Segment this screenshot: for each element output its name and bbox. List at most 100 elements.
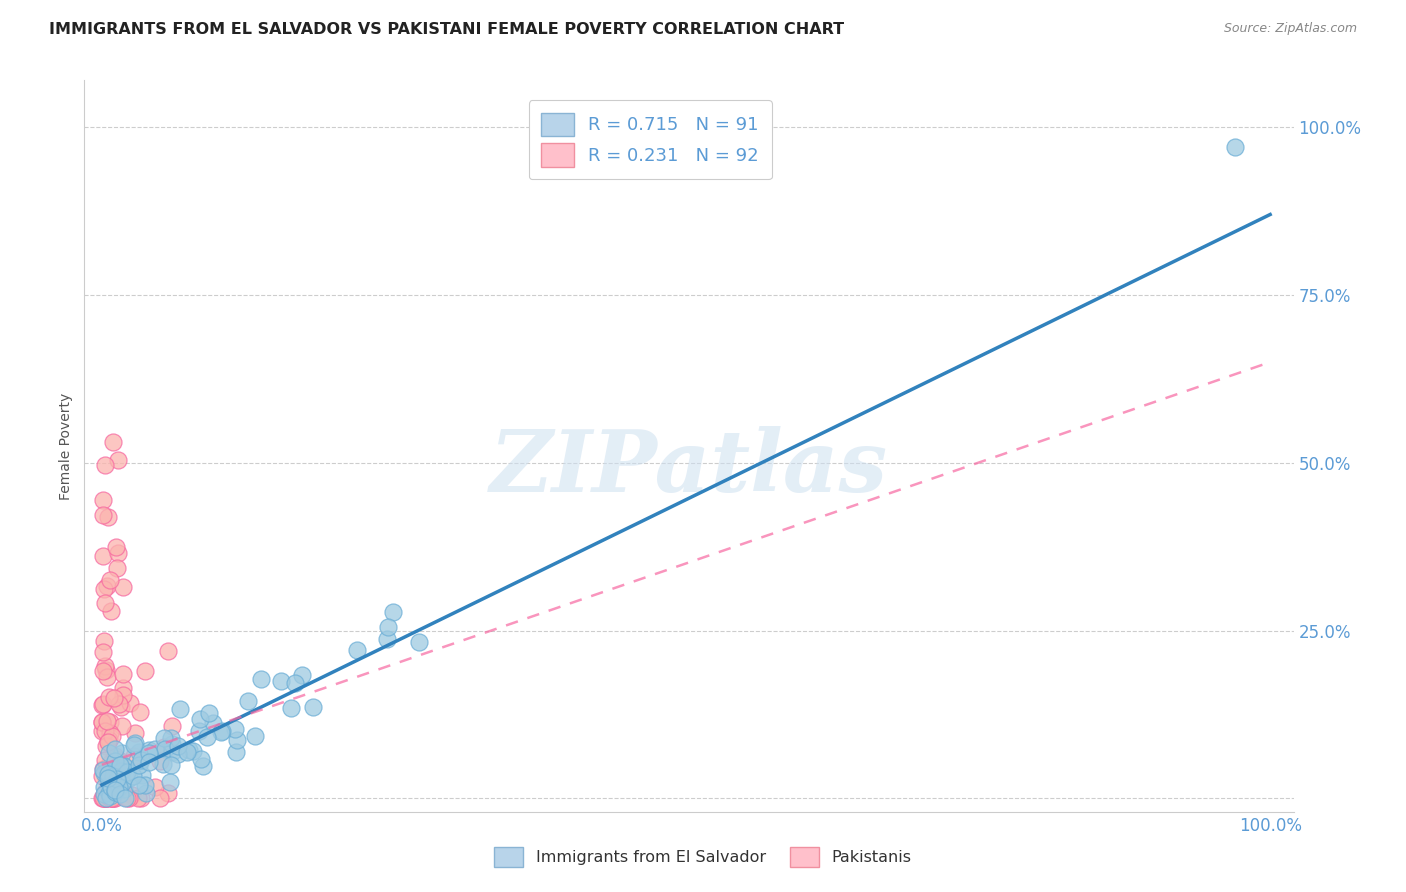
- Point: [202, 716, 225, 731]
- Point: [134, 778, 156, 792]
- Point: [115, 765, 138, 780]
- Point: [111, 667, 134, 681]
- Point: [93, 787, 115, 801]
- Point: [104, 783, 127, 797]
- Point: [160, 731, 183, 745]
- Point: [225, 745, 247, 759]
- Point: [114, 782, 136, 797]
- Point: [226, 732, 249, 747]
- Point: [93, 780, 115, 794]
- Point: [100, 791, 122, 805]
- Point: [97, 772, 120, 786]
- Point: [111, 746, 134, 760]
- Point: [134, 665, 156, 679]
- Point: [149, 754, 172, 768]
- Point: [124, 726, 146, 740]
- Point: [98, 756, 121, 770]
- Point: [101, 791, 124, 805]
- Point: [91, 698, 114, 712]
- Point: [91, 791, 114, 805]
- Point: [93, 596, 115, 610]
- Legend: R = 0.715   N = 91, R = 0.231   N = 92: R = 0.715 N = 91, R = 0.231 N = 92: [529, 100, 772, 179]
- Point: [100, 780, 122, 795]
- Point: [98, 714, 121, 729]
- Point: [112, 681, 135, 696]
- Point: [104, 776, 127, 790]
- Point: [211, 723, 233, 738]
- Point: [101, 435, 124, 450]
- Point: [191, 759, 214, 773]
- Point: [111, 688, 134, 702]
- Point: [97, 786, 120, 800]
- Point: [94, 763, 117, 777]
- Point: [93, 791, 115, 805]
- Point: [280, 701, 302, 715]
- Point: [124, 736, 146, 750]
- Point: [110, 764, 132, 778]
- Point: [107, 546, 129, 560]
- Point: [190, 752, 212, 766]
- Point: [160, 757, 183, 772]
- Point: [114, 791, 136, 805]
- Point: [129, 791, 152, 805]
- Text: ZIPatlas: ZIPatlas: [489, 426, 889, 509]
- Point: [169, 702, 191, 716]
- Point: [103, 690, 125, 705]
- Point: [159, 774, 181, 789]
- Point: [143, 742, 166, 756]
- Point: [97, 510, 120, 524]
- Point: [176, 745, 198, 759]
- Point: [153, 742, 176, 756]
- Point: [97, 690, 120, 704]
- Point: [114, 760, 136, 774]
- Point: [135, 786, 157, 800]
- Point: [160, 737, 183, 751]
- Point: [105, 541, 128, 555]
- Point: [243, 729, 266, 743]
- Point: [105, 560, 128, 574]
- Point: [91, 697, 114, 711]
- Point: [100, 786, 122, 800]
- Point: [138, 743, 160, 757]
- Point: [181, 744, 204, 758]
- Point: [188, 723, 211, 738]
- Point: [98, 574, 121, 588]
- Point: [104, 752, 127, 766]
- Point: [160, 719, 183, 733]
- Point: [111, 580, 134, 594]
- Point: [93, 493, 115, 508]
- Point: [118, 771, 141, 785]
- Point: [108, 787, 131, 801]
- Point: [94, 739, 117, 753]
- Point: [94, 771, 117, 785]
- Point: [91, 549, 114, 563]
- Point: [94, 753, 117, 767]
- Point: [94, 791, 117, 805]
- Point: [110, 766, 132, 780]
- Point: [104, 749, 127, 764]
- Point: [103, 791, 125, 805]
- Point: [91, 724, 114, 739]
- Point: [96, 578, 118, 592]
- Point: [128, 757, 150, 772]
- Point: [131, 752, 153, 766]
- Point: [97, 765, 120, 780]
- Point: [107, 698, 129, 712]
- Point: [224, 722, 246, 736]
- Legend: Immigrants from El Salvador, Pakistanis: Immigrants from El Salvador, Pakistanis: [488, 841, 918, 873]
- Point: [94, 785, 117, 799]
- Point: [91, 762, 114, 776]
- Point: [98, 725, 121, 739]
- Point: [291, 668, 314, 682]
- Point: [97, 735, 120, 749]
- Text: Source: ZipAtlas.com: Source: ZipAtlas.com: [1223, 22, 1357, 36]
- Point: [270, 673, 292, 688]
- Point: [91, 714, 114, 729]
- Point: [167, 739, 190, 753]
- Point: [111, 784, 134, 798]
- Point: [94, 663, 117, 677]
- Point: [153, 739, 176, 754]
- Point: [118, 791, 141, 805]
- Point: [93, 723, 115, 738]
- Point: [97, 767, 120, 781]
